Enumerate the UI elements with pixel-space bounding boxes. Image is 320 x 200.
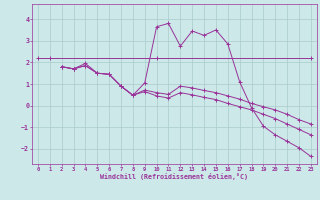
X-axis label: Windchill (Refroidissement éolien,°C): Windchill (Refroidissement éolien,°C) [100,173,248,180]
